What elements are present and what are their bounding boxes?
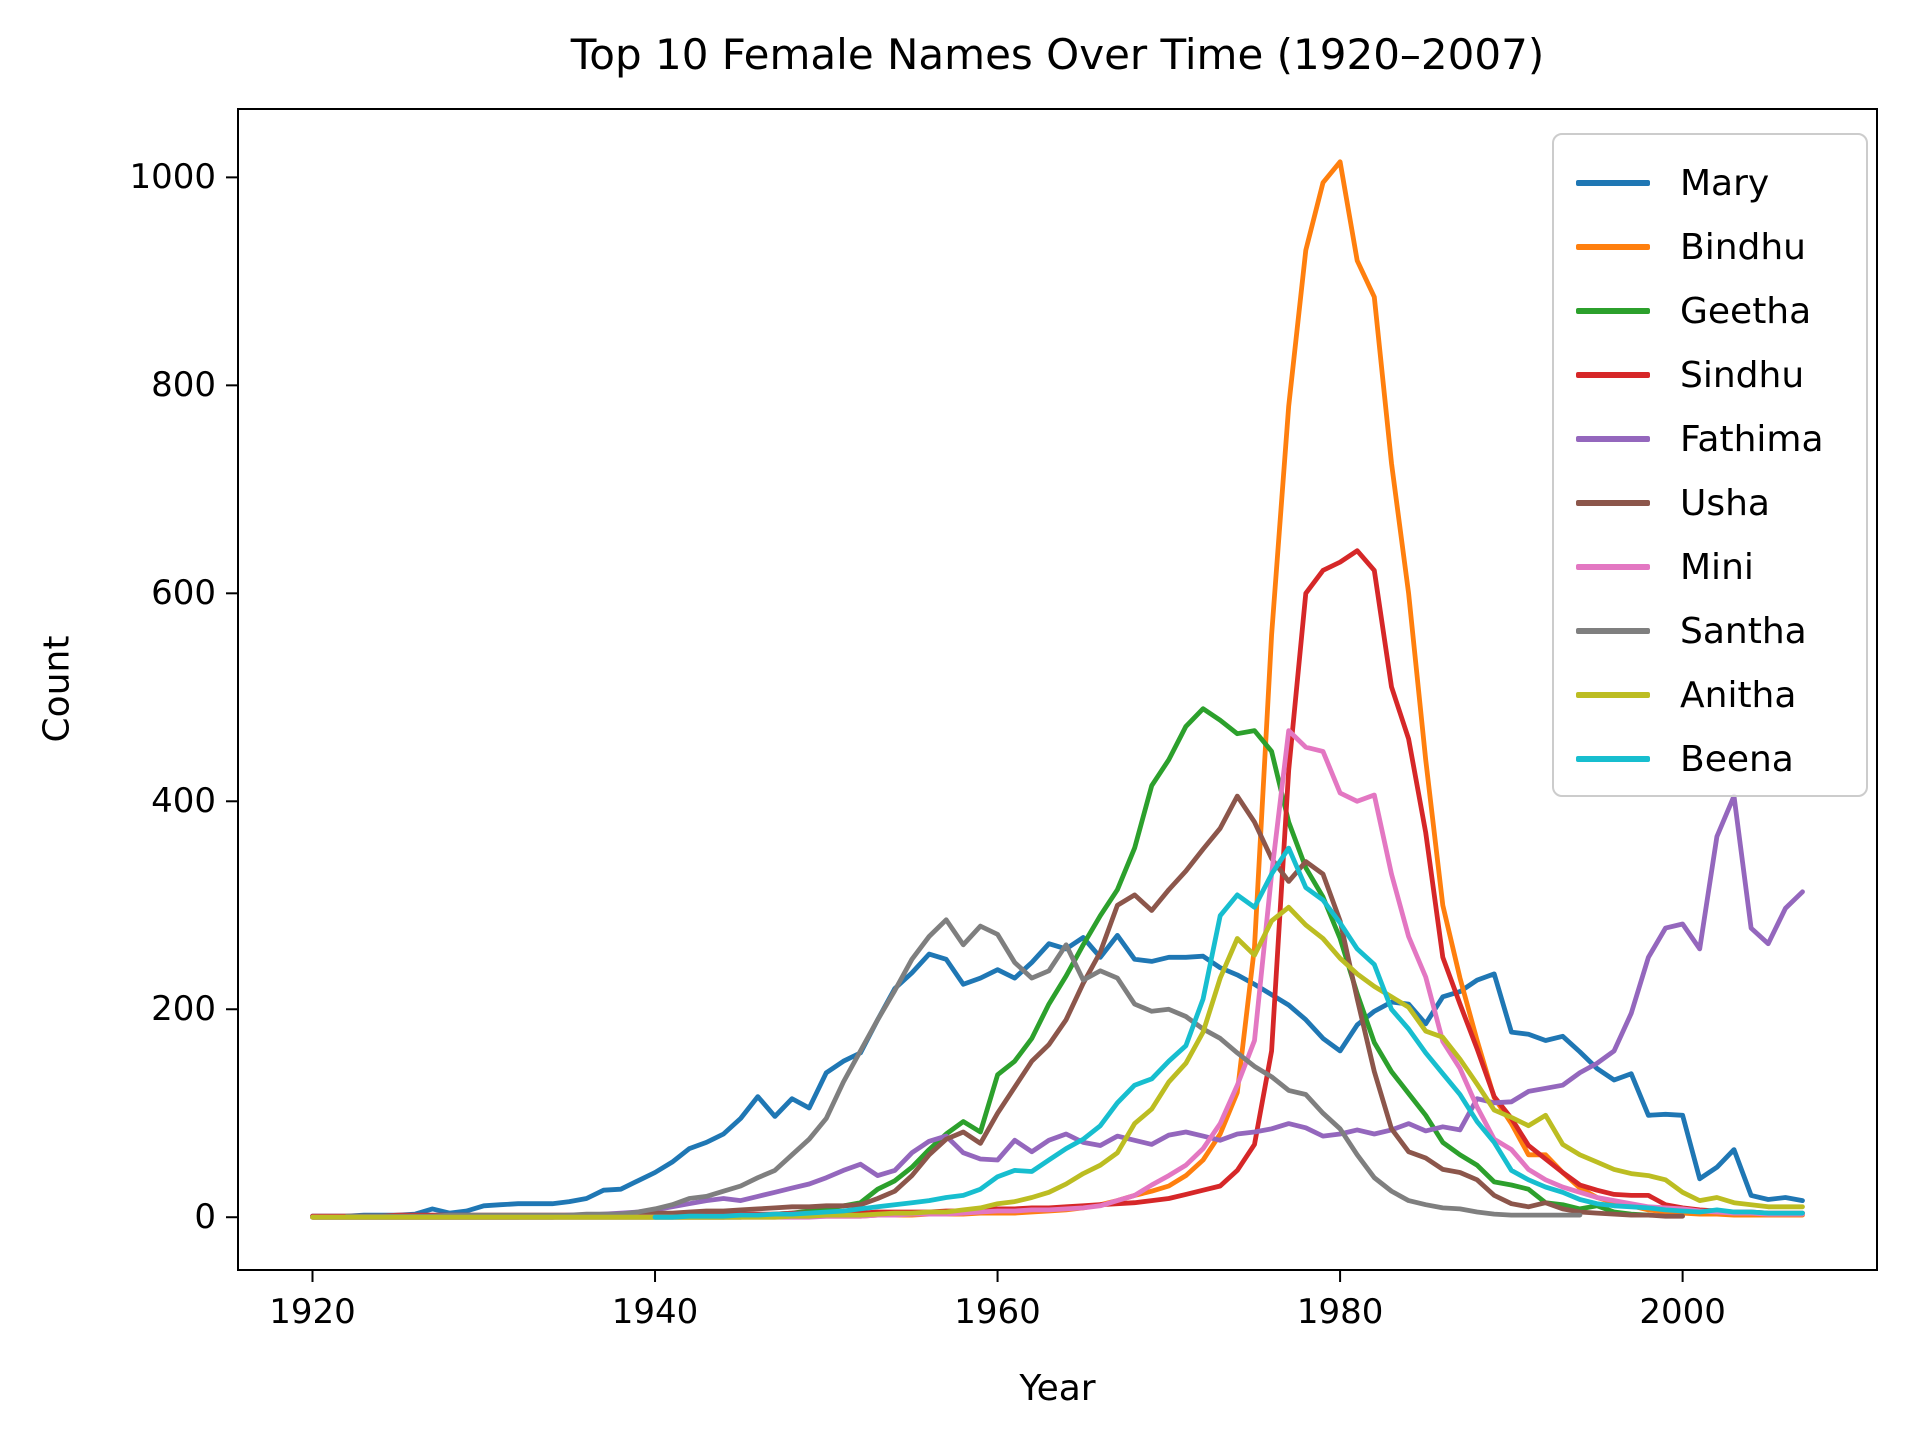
legend-line-icon — [1576, 756, 1650, 762]
legend-line-icon — [1576, 628, 1650, 634]
y-tick-label-600: 600 — [151, 573, 216, 614]
legend-entry-mini: Mini — [1576, 535, 1866, 599]
y-tick-label-1000: 1000 — [129, 157, 216, 198]
x-axis-label: Year — [1019, 1368, 1096, 1409]
legend-label: Mini — [1680, 546, 1754, 588]
legend-line-icon — [1576, 244, 1650, 250]
series-line-beena — [652, 845, 1805, 1220]
legend-label: Anitha — [1680, 674, 1797, 716]
legend-line-icon — [1576, 436, 1650, 442]
y-tick-label-200: 200 — [151, 989, 216, 1030]
legend-entry-bindhu: Bindhu — [1576, 215, 1866, 279]
legend-label: Mary — [1680, 162, 1770, 204]
legend-line-icon — [1576, 180, 1650, 186]
x-tick-label-1940: 1940 — [611, 1292, 699, 1332]
y-tick-label-0: 0 — [194, 1197, 216, 1238]
x-tick-label-1920: 1920 — [269, 1292, 356, 1332]
legend-entry-fathima: Fathima — [1576, 407, 1866, 471]
legend-label: Santha — [1680, 610, 1807, 652]
legend-label: Fathima — [1680, 418, 1824, 460]
series-line-mary — [310, 933, 1805, 1219]
legend-entry-geetha: Geetha — [1576, 279, 1866, 343]
x-tick-label-2000: 2000 — [1639, 1292, 1726, 1332]
legend-line-icon — [1576, 500, 1650, 506]
legend-line-icon — [1576, 564, 1650, 570]
legend-label: Usha — [1680, 482, 1770, 524]
y-tick-label-800: 800 — [151, 365, 216, 406]
legend-label: Geetha — [1680, 290, 1812, 332]
chart-title: Top 10 Female Names Over Time (1920–2007… — [570, 30, 1545, 79]
legend-entry-sindhu: Sindhu — [1576, 343, 1866, 407]
legend-entry-usha: Usha — [1576, 471, 1866, 535]
legend-line-icon — [1576, 308, 1650, 314]
legend-label: Bindhu — [1680, 226, 1806, 268]
legend: Mary Bindhu Geetha Sindhu Fathima Usha Mini San… — [1552, 133, 1868, 797]
y-tick-label-400: 400 — [151, 781, 216, 822]
legend-line-icon — [1576, 372, 1650, 378]
axes-spines — [237, 108, 1878, 1271]
series-line-mini — [310, 728, 1805, 1220]
series-line-santha — [344, 917, 1583, 1219]
legend-label: Beena — [1680, 738, 1794, 780]
legend-entry-mary: Mary — [1576, 151, 1866, 215]
x-tick-label-1980: 1980 — [1296, 1292, 1384, 1332]
legend-entry-beena: Beena — [1576, 727, 1866, 791]
series-line-anitha — [310, 904, 1805, 1220]
legend-entry-anitha: Anitha — [1576, 663, 1866, 727]
x-tick-label-1960: 1960 — [954, 1292, 1041, 1332]
legend-entry-santha: Santha — [1576, 599, 1866, 663]
y-axis-label: Count — [36, 635, 78, 743]
series-line-usha — [310, 793, 1685, 1220]
legend-label: Sindhu — [1680, 354, 1805, 396]
legend-line-icon — [1576, 692, 1650, 698]
